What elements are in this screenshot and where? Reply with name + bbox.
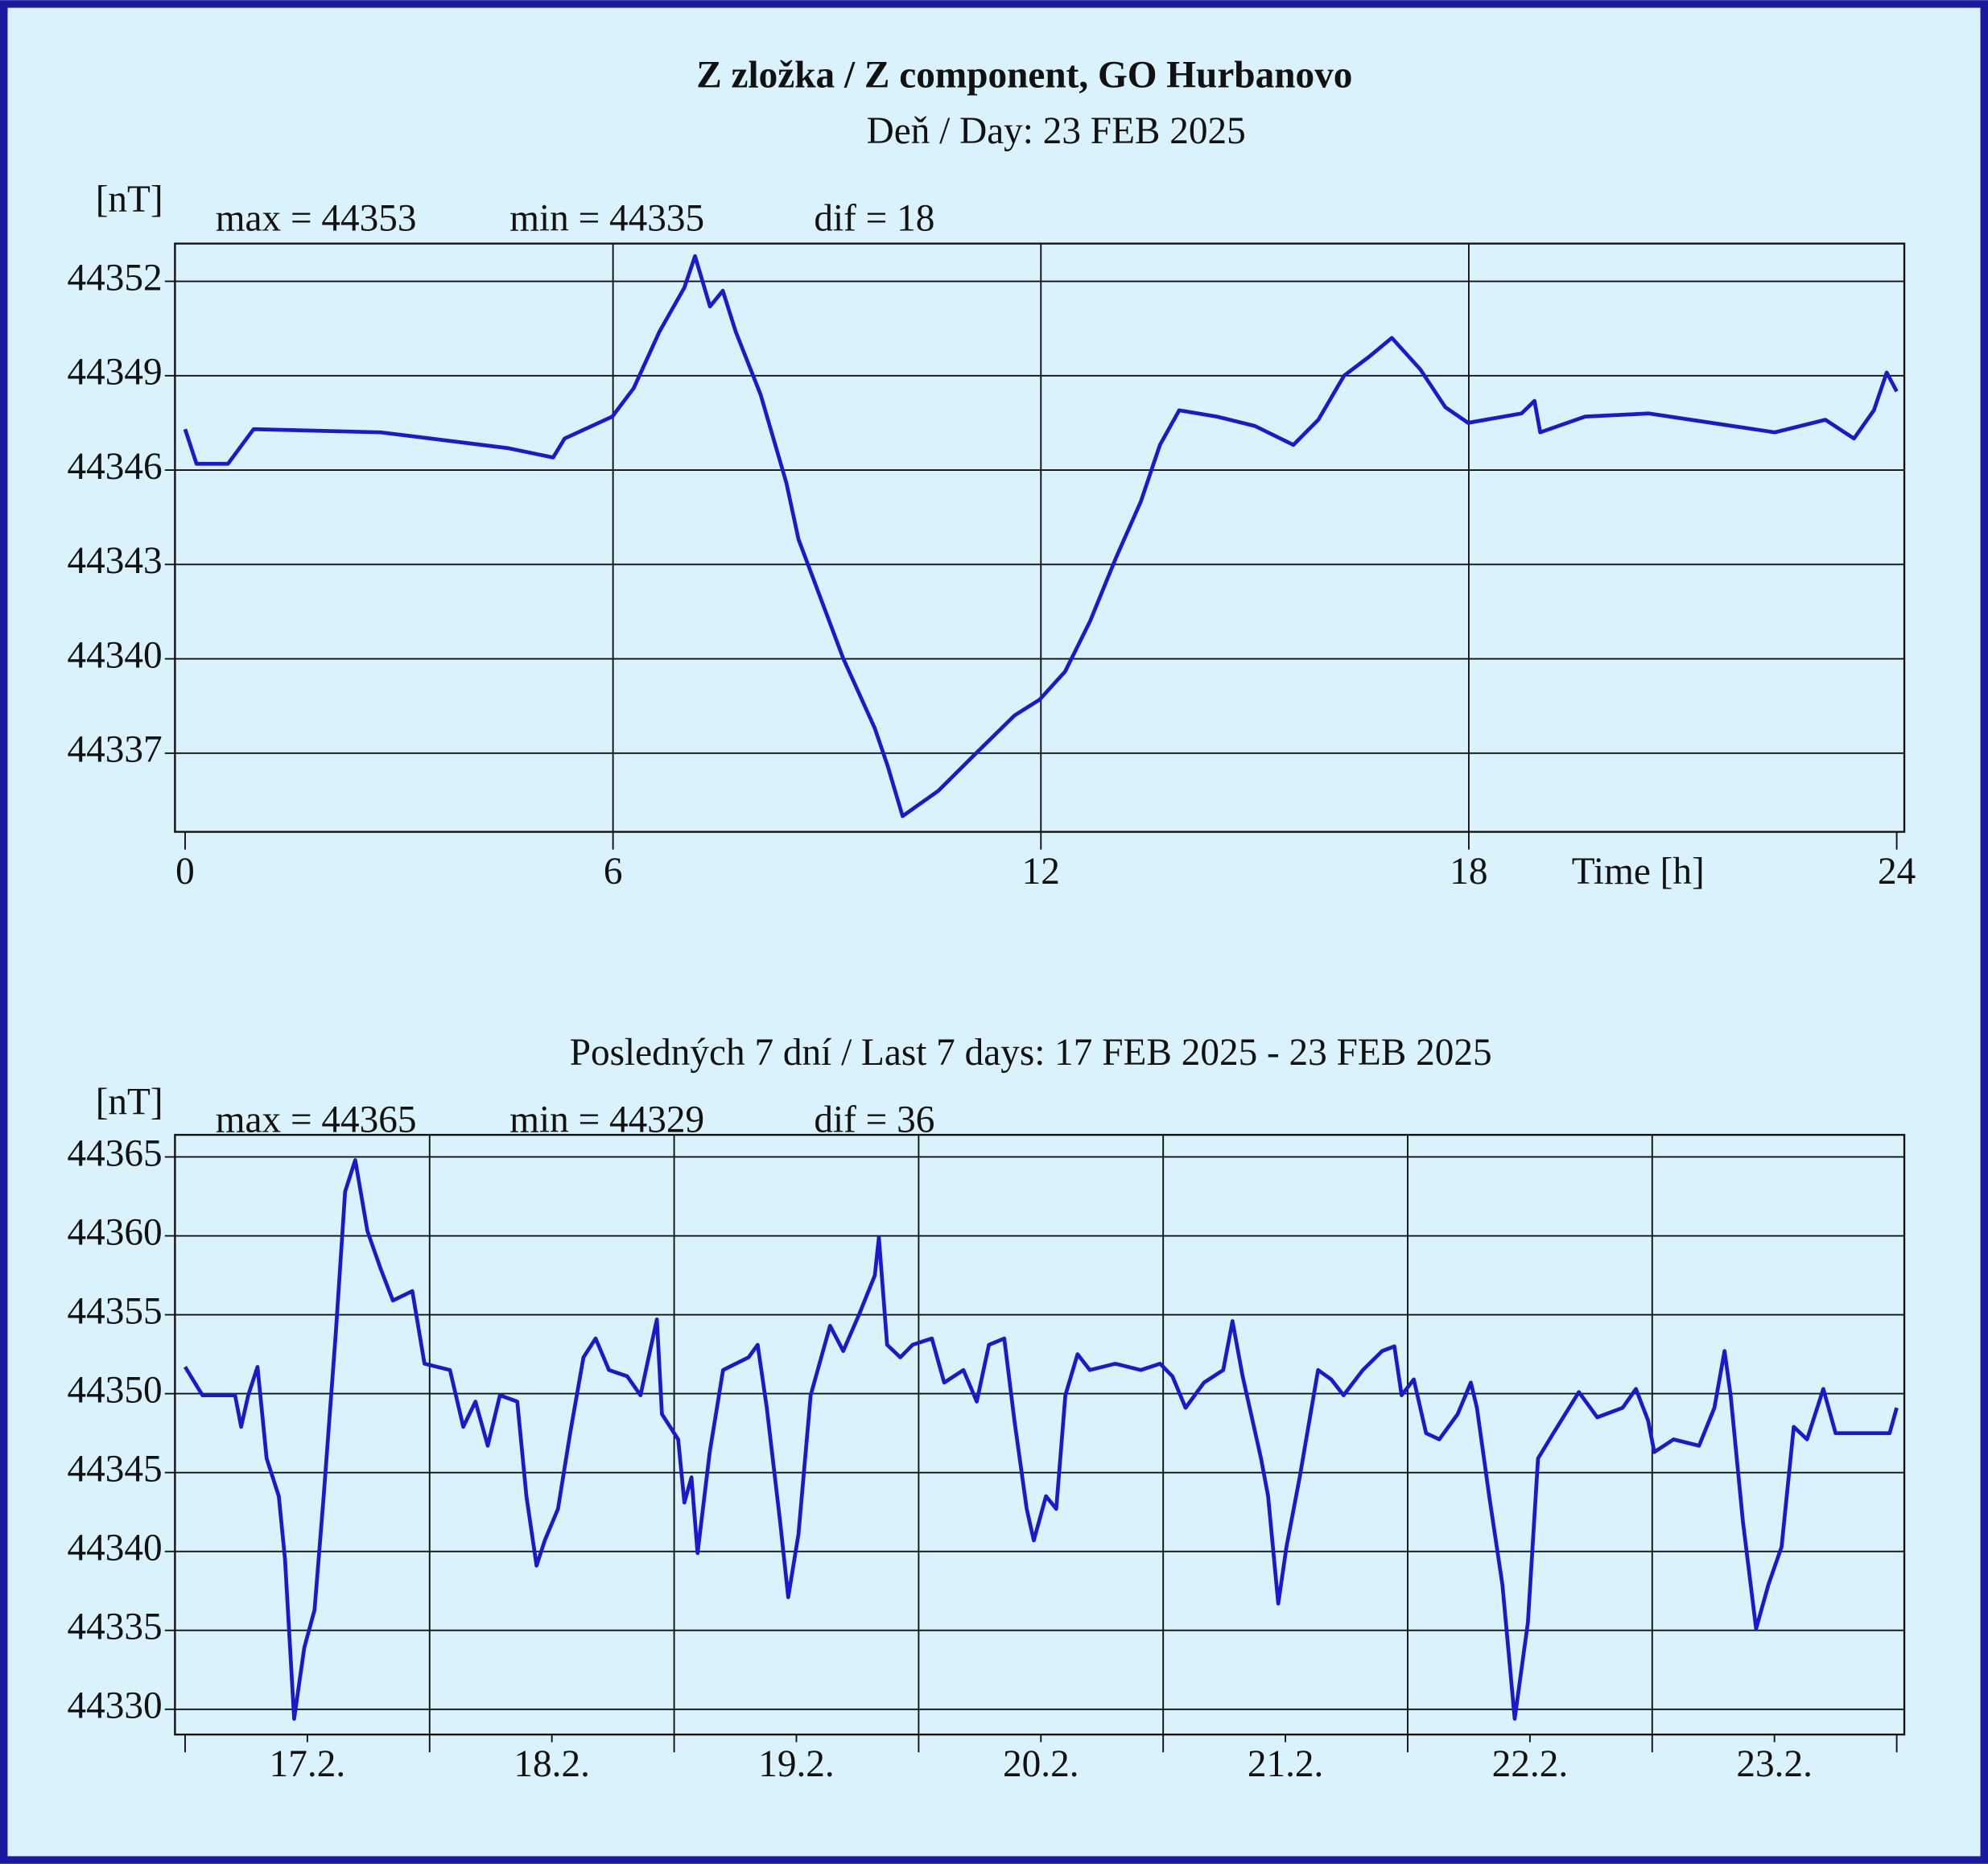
y-axis-label: [nT] xyxy=(96,1082,163,1124)
y-tick-label: 44349 xyxy=(68,352,163,394)
x-axis-label: Time [h] xyxy=(1572,851,1705,893)
chart-subtitle: Deň / Day: 23 FEB 2025 xyxy=(867,110,1246,152)
stat-label: min = 44335 xyxy=(509,198,704,240)
data-line xyxy=(183,254,1899,819)
y-tick-label: 44350 xyxy=(68,1369,163,1411)
x-tick-label: 22.2. xyxy=(1492,1743,1568,1785)
plot-area xyxy=(174,242,1906,833)
y-tick-label: 44340 xyxy=(68,634,163,676)
x-tick-label: 12 xyxy=(1022,851,1060,893)
plot-area xyxy=(174,1133,1906,1736)
stat-label: dif = 36 xyxy=(814,1099,934,1141)
y-tick-label: 44346 xyxy=(68,446,163,488)
x-tick-label: 18.2. xyxy=(513,1743,589,1785)
x-tick-label: 24 xyxy=(1878,851,1916,893)
data-line xyxy=(183,1158,1899,1721)
y-tick-label: 44335 xyxy=(68,1606,163,1648)
y-tick-label: 44343 xyxy=(68,540,163,582)
y-tick-label: 44365 xyxy=(68,1132,163,1174)
x-tick-label: 6 xyxy=(604,851,623,893)
y-tick-label: 44340 xyxy=(68,1528,163,1569)
y-tick-label: 44355 xyxy=(68,1290,163,1332)
y-axis-label: [nT] xyxy=(96,179,163,221)
x-tick-label: 0 xyxy=(175,851,195,893)
x-tick-label: 21.2. xyxy=(1248,1743,1324,1785)
y-tick-label: 44337 xyxy=(68,729,163,771)
stat-label: dif = 18 xyxy=(814,198,934,240)
y-tick-label: 44330 xyxy=(68,1685,163,1727)
x-tick-label: 23.2. xyxy=(1736,1743,1812,1785)
stat-label: max = 44365 xyxy=(216,1099,417,1141)
stat-label: min = 44329 xyxy=(509,1099,704,1141)
chart-subtitle: Posledných 7 dní / Last 7 days: 17 FEB 2… xyxy=(570,1032,1492,1074)
x-tick-label: 19.2. xyxy=(758,1743,835,1785)
stat-label: max = 44353 xyxy=(216,198,417,240)
x-tick-label: 20.2. xyxy=(1003,1743,1079,1785)
y-tick-label: 44345 xyxy=(68,1448,163,1490)
x-tick-label: 18 xyxy=(1450,851,1487,893)
y-tick-label: 44352 xyxy=(68,257,163,299)
y-tick-label: 44360 xyxy=(68,1211,163,1253)
chart-title: Z zložka / Z component, GO Hurbanovo xyxy=(696,55,1352,97)
x-tick-label: 17.2. xyxy=(270,1743,345,1785)
